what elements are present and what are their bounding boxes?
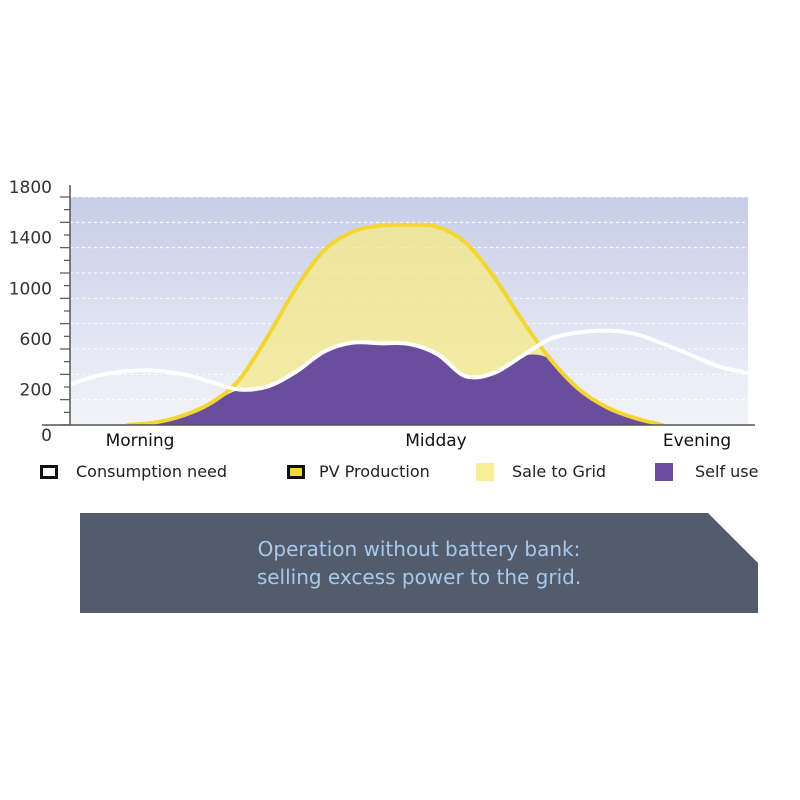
chart: 0 200 600 1000 1400 1800 Morning Midday Evening	[9, 178, 755, 451]
self-swatch	[655, 462, 673, 481]
pv-swatch	[287, 464, 305, 479]
legend-item-self: Self use	[655, 462, 758, 481]
info-banner: Operation without battery bank: selling …	[80, 513, 758, 613]
y-tick-label: 1000	[9, 279, 52, 299]
banner-line-2: selling excess power to the grid.	[256, 565, 582, 589]
legend-label-self: Self use	[695, 462, 759, 481]
legend-label-consumption: Consumption need	[76, 462, 228, 481]
y-tick-label: 1800	[9, 178, 52, 198]
legend-item-sale: Sale to Grid	[476, 462, 606, 481]
y-tick-label: 0	[41, 426, 52, 446]
consumption-line	[70, 328, 748, 392]
legend: Consumption need PV Production Sale to G…	[0, 462, 800, 492]
x-category-label: Midday	[405, 431, 466, 451]
self-use-area	[70, 342, 748, 425]
pv-production-line	[126, 222, 664, 425]
sale-to-grid-area	[70, 224, 748, 425]
y-tick-label: 1400	[9, 229, 52, 249]
sale-swatch	[476, 462, 494, 481]
banner-line-1: Operation without battery bank:	[257, 537, 581, 561]
x-category-label: Evening	[663, 431, 731, 451]
legend-label-pv: PV Production	[319, 462, 430, 481]
banner-text: Operation without battery bank: selling …	[80, 513, 758, 613]
consumption-swatch	[40, 464, 58, 479]
legend-item-consumption: Consumption need	[40, 462, 227, 481]
y-tick-label: 600	[20, 330, 52, 350]
legend-label-sale: Sale to Grid	[512, 462, 607, 481]
x-category-label: Morning	[106, 431, 175, 451]
banner-shape	[80, 513, 758, 613]
y-tick-label: 200	[20, 381, 52, 401]
legend-item-pv: PV Production	[287, 462, 430, 481]
